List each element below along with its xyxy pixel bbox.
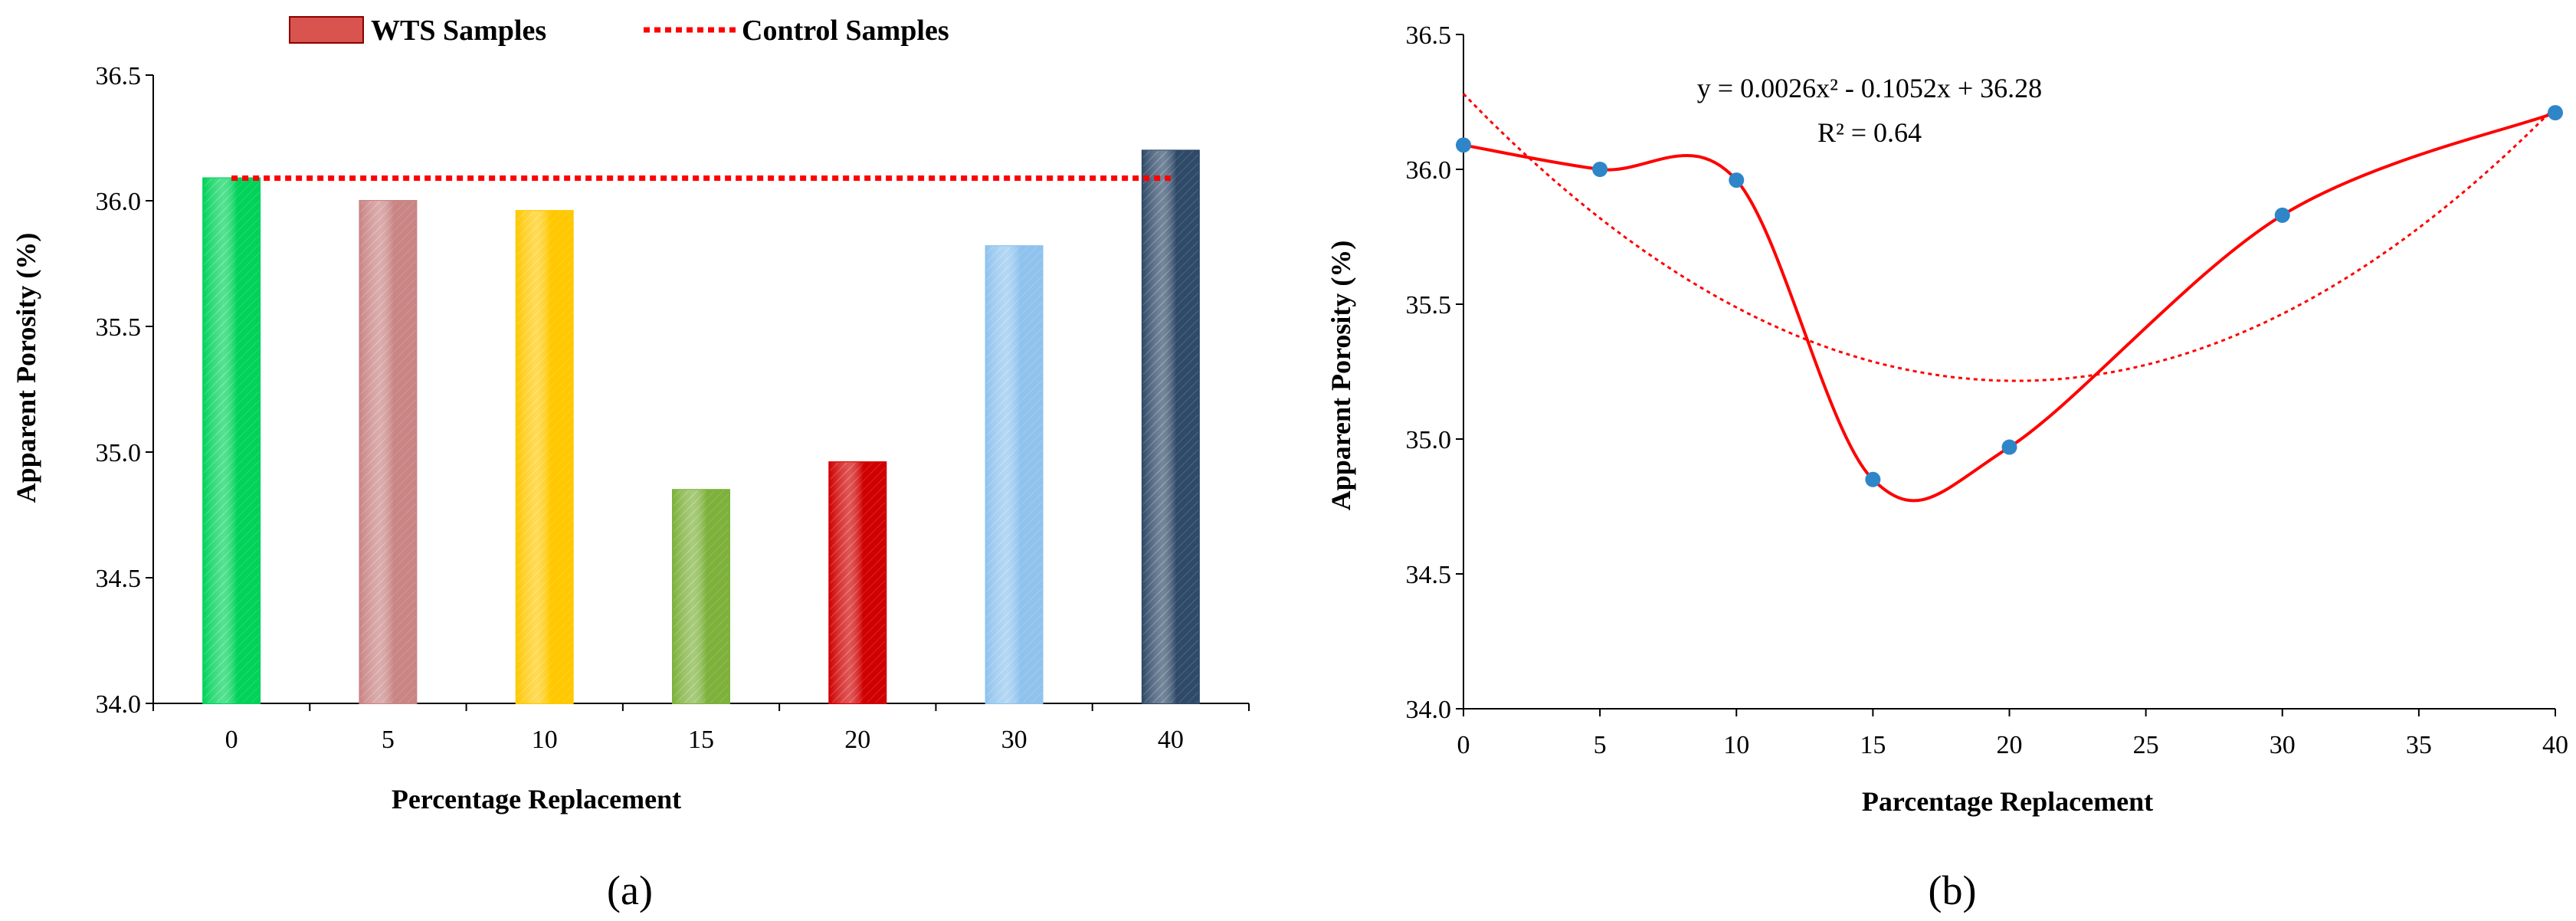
bar-chart-bars <box>202 149 1200 705</box>
panel-label-b: (b) <box>1929 867 1977 913</box>
y-tick-label: 35.5 <box>1406 291 1452 320</box>
data-point-0 <box>1456 137 1471 153</box>
data-point-15 <box>1865 471 1881 487</box>
x-tick-label: 10 <box>1723 731 1749 759</box>
x-tick-label: 40 <box>2542 731 2568 759</box>
x-tick-label: 5 <box>382 726 395 754</box>
y-tick-label: 36.5 <box>96 62 142 90</box>
x-tick-label: 0 <box>1457 731 1470 759</box>
x-tick-label: 30 <box>2270 731 2296 759</box>
bar-gloss-15 <box>673 490 729 703</box>
bar-gloss-30 <box>985 246 1043 703</box>
data-point-10 <box>1729 172 1745 188</box>
x-tick-label: 40 <box>1158 726 1184 754</box>
bar-gloss-5 <box>359 201 417 703</box>
x-tick-label: 30 <box>1001 726 1027 754</box>
y-tick-label: 36.0 <box>1406 156 1452 185</box>
x-tick-label: 25 <box>2133 731 2159 759</box>
data-point-20 <box>2001 439 2017 455</box>
bar-gloss-20 <box>829 462 887 703</box>
smooth-curve <box>1463 111 2556 503</box>
bar-chart-panel: WTS Samples Control Samples 34.0 34.5 35.0… <box>11 15 1250 913</box>
scatter-chart-panel: 34.0 34.5 35.0 35.5 36.0 36.5 0 5 10 15 20 25 30 35 40… <box>1326 21 2568 913</box>
legend-label-wts: WTS Samples <box>371 15 546 47</box>
y-tick-label: 35.5 <box>96 313 142 342</box>
scatter-chart-axes: 34.0 34.5 35.0 35.5 36.0 36.5 0 5 10 15 20 25 30 35 40 <box>1406 21 2569 759</box>
data-point-40 <box>2548 105 2563 121</box>
y-tick-label: 34.5 <box>1406 561 1452 589</box>
y-tick-label: 34.5 <box>96 565 142 593</box>
y-axis-title-a: Apparent Porosity (%) <box>11 233 41 503</box>
x-axis-title-b: Parcentage Replacement <box>1862 786 2153 817</box>
x-tick-label: 35 <box>2406 731 2432 759</box>
data-point-5 <box>1592 162 1608 177</box>
bar-gloss-0 <box>203 178 261 704</box>
x-tick-label: 15 <box>1860 731 1886 759</box>
x-tick-label: 20 <box>1997 731 2023 759</box>
polynomial-trendline <box>1462 93 2557 382</box>
y-tick-label: 34.0 <box>96 690 142 719</box>
smooth-data-curve <box>1463 111 2556 503</box>
y-tick-label: 36.0 <box>96 188 142 216</box>
data-point-30 <box>2274 207 2290 223</box>
y-tick-label: 36.5 <box>1406 21 1452 50</box>
bar-gloss-10 <box>516 211 573 703</box>
legend-label-control: Control Samples <box>742 15 949 47</box>
x-tick-label: 10 <box>532 726 558 754</box>
bar-chart-axes: 34.0 34.5 35.0 35.5 36.0 36.5 0 5 10 15 20 30 40 <box>96 62 1250 754</box>
x-tick-label: 5 <box>1594 731 1607 759</box>
x-tick-label: 15 <box>688 726 714 754</box>
x-tick-label: 20 <box>844 726 870 754</box>
panel-label-a: (a) <box>607 867 653 913</box>
bar-gloss-40 <box>1142 150 1199 703</box>
x-axis-title-a: Percentage Replacement <box>392 784 681 814</box>
y-tick-label: 35.0 <box>1406 426 1452 454</box>
y-axis-title-b: Apparent Porosity (%) <box>1326 241 1356 511</box>
trendline <box>1462 93 2557 382</box>
legend: WTS Samples Control Samples <box>289 15 949 47</box>
y-tick-label: 35.0 <box>96 439 142 467</box>
legend-swatch-wts <box>289 16 364 44</box>
data-points <box>1456 105 2563 487</box>
x-tick-label: 0 <box>225 726 238 754</box>
y-tick-label: 34.0 <box>1406 696 1452 724</box>
trendline-equation: y = 0.0026x² - 0.1052x + 36.28 <box>1697 73 2042 103</box>
r-squared-label: R² = 0.64 <box>1817 117 1922 148</box>
